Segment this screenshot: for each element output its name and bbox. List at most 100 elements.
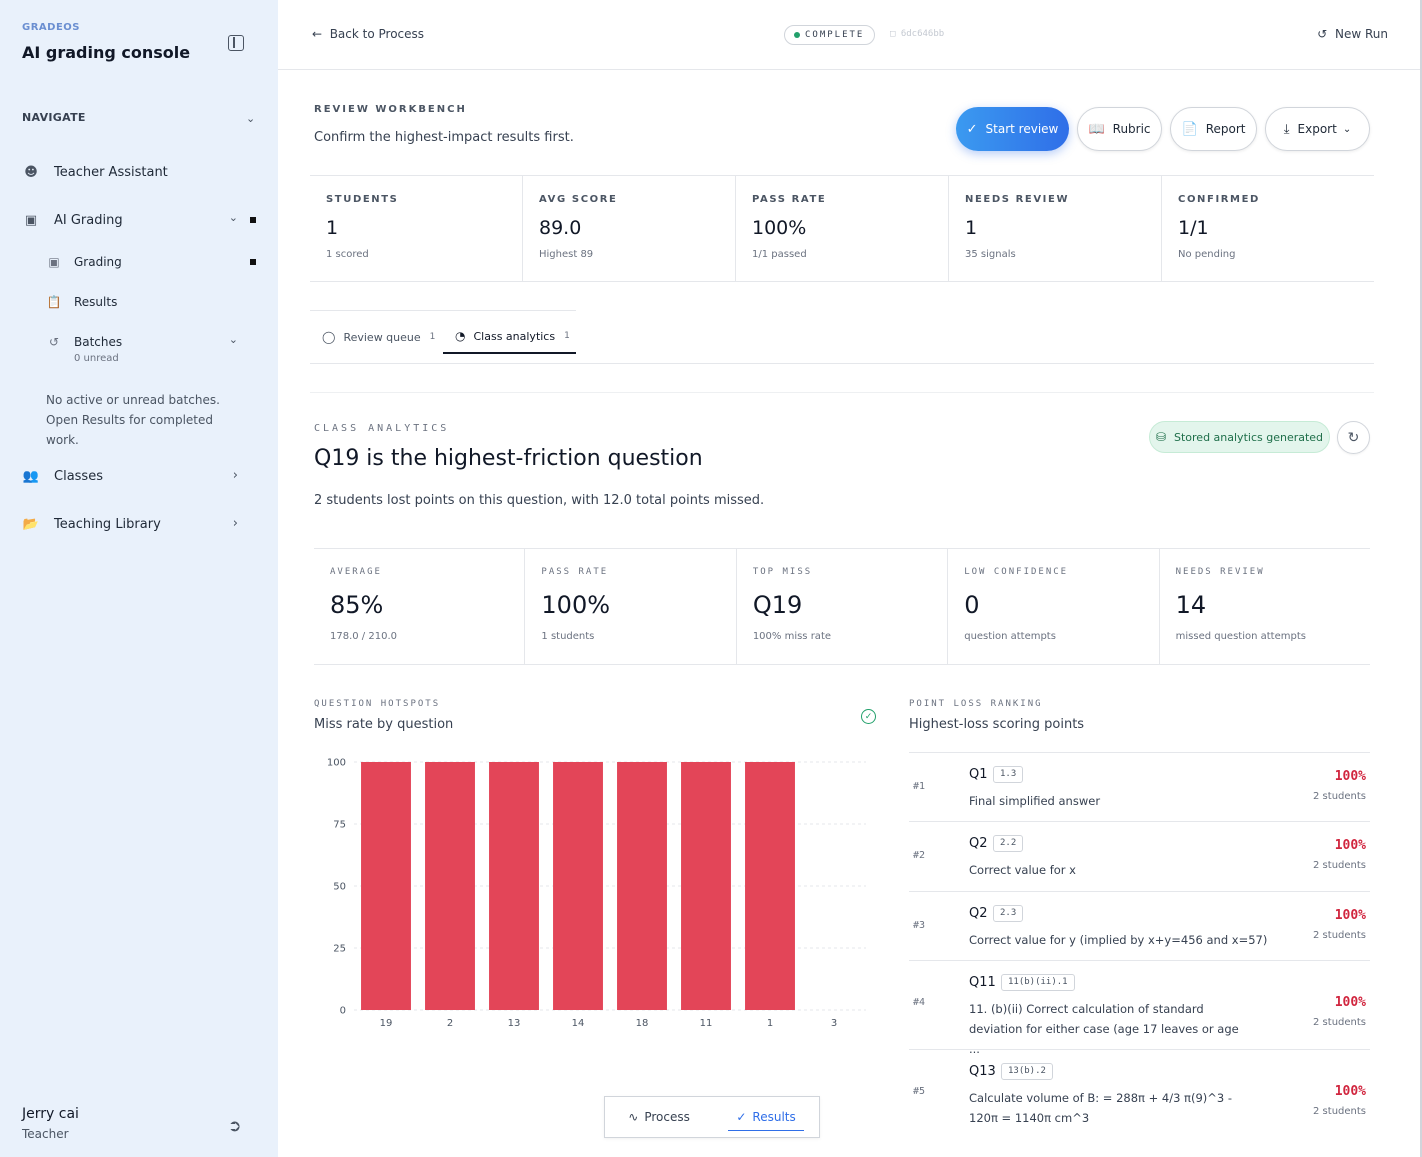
x-tick-label: 11 [700, 1018, 713, 1029]
status-badge: COMPLETE [784, 25, 876, 45]
analytics-metrics: AVERAGE 85% 178.0 / 210.0 PASS RATE 100%… [314, 548, 1370, 665]
nav-header: NAVIGATE [22, 111, 86, 124]
rubric-label: Rubric [1112, 122, 1151, 136]
bar[interactable] [361, 762, 411, 1010]
rubric-button[interactable]: 📖 Rubric [1077, 107, 1162, 151]
bar[interactable] [681, 762, 731, 1010]
user-name: Jerry cai [22, 1106, 79, 1122]
sidebar-item-teaching-library[interactable]: 📂 Teaching Library › [22, 512, 256, 536]
new-run-button[interactable]: ↺ New Run [1317, 27, 1388, 41]
bar[interactable] [553, 762, 603, 1010]
users-icon: 👥 [22, 468, 40, 484]
ranking-row[interactable]: #5 Q13 13(b).2 Calculate volume of B: = … [909, 1049, 1370, 1138]
tabs-border [310, 363, 1374, 364]
rank-number: #5 [913, 1086, 926, 1097]
ranking-row[interactable]: #3 Q2 2.3 Correct value for y (implied b… [909, 891, 1370, 960]
user-role: Teacher [22, 1127, 69, 1141]
tabs-top-border [310, 310, 576, 311]
results-view-button[interactable]: ✓ Results [728, 1104, 804, 1131]
scoring-point-code: 2.2 [993, 835, 1024, 852]
process-view-button[interactable]: ∿ Process [620, 1104, 698, 1130]
ranking-row[interactable]: #4 Q11 11(b)(ii).1 11. (b)(ii) Correct c… [909, 960, 1370, 1056]
metric-sub: 178.0 / 210.0 [330, 631, 397, 642]
file-text-icon: 📄 [1181, 121, 1198, 137]
sidebar-item-label: Classes [54, 468, 103, 484]
back-to-process-link[interactable]: ← Back to Process [312, 27, 424, 41]
stat-sub: 1/1 passed [752, 249, 807, 260]
stat-confirmed: CONFIRMED 1/1 No pending [1162, 176, 1374, 281]
scoring-point-desc: Calculate volume of B: = 288π + 4/3 π(9)… [969, 1091, 1233, 1125]
bar[interactable] [489, 762, 539, 1010]
rank-number: #3 [913, 920, 926, 931]
scan-icon: ▣ [24, 212, 38, 228]
metric-value: Q19 [752, 591, 803, 619]
new-run-label: New Run [1335, 27, 1388, 41]
stat-label: NEEDS REVIEW [965, 194, 1070, 205]
metric-sub: 100% miss rate [752, 631, 832, 642]
chevron-down-icon[interactable]: ⌄ [246, 112, 256, 125]
bar[interactable] [425, 762, 475, 1010]
stored-analytics-badge: ⛁ Stored analytics generated [1149, 421, 1330, 453]
activity-icon: ∿ [628, 1110, 639, 1124]
stat-sub: 35 signals [965, 249, 1016, 260]
metric-value: 0 [964, 591, 980, 619]
sidebar-item-ai-grading[interactable]: ▣ AI Grading ⌄ [22, 208, 256, 232]
metric-top-miss: TOP MISS Q19 100% miss rate [737, 549, 949, 664]
miss-percent: 100% [1334, 838, 1366, 853]
database-icon: ⛁ [1155, 430, 1166, 444]
sidebar-item-grading[interactable]: ▣ Grading [46, 250, 256, 274]
rank-number: #4 [913, 997, 926, 1008]
sidebar-item-results[interactable]: 📋 Results [46, 290, 256, 314]
logout-icon[interactable]: ➲ [228, 1116, 242, 1135]
brand-eyebrow: GRADEOS [22, 22, 80, 33]
refresh-analytics-button[interactable]: ↻ [1337, 421, 1370, 454]
chevron-right-icon[interactable]: › [232, 516, 238, 531]
question-id: Q2 [969, 836, 988, 851]
tab-class-analytics[interactable]: ◔ Class analytics 1 [443, 320, 576, 354]
shield-icon: ◯ [322, 330, 336, 344]
bot-icon: ☻ [24, 164, 38, 180]
chevron-down-icon[interactable]: ⌄ [228, 333, 238, 346]
metric-sub: 1 students [541, 631, 595, 642]
sidebar-item-batches[interactable]: ↺ Batches ⌄ [46, 330, 256, 354]
sidebar-item-classes[interactable]: 👥 Classes › [22, 464, 256, 488]
scoring-point-desc: 11. (b)(ii) Correct calculation of stand… [969, 1002, 1239, 1056]
collapse-sidebar-icon[interactable] [228, 35, 244, 51]
refresh-icon: ↻ [1347, 429, 1360, 446]
history-icon: ↺ [48, 335, 60, 349]
start-review-label: Start review [985, 122, 1059, 136]
tab-review-queue[interactable]: ◯ Review queue 1 [322, 320, 435, 354]
start-review-button[interactable]: ✓ Start review [956, 107, 1069, 151]
metric-label: TOP MISS [752, 567, 813, 577]
metric-value: 85% [330, 591, 384, 619]
scoring-point-desc: Correct value for y (implied by x+y=456 … [969, 933, 1268, 947]
stat-sub: Highest 89 [539, 249, 594, 260]
active-indicator [250, 217, 256, 223]
chevron-down-icon[interactable]: ⌄ [228, 211, 238, 224]
chevron-right-icon[interactable]: › [232, 468, 238, 483]
sidebar-item-teacher-assistant[interactable]: ☻ Teacher Assistant [22, 160, 256, 184]
metric-label: PASS RATE [541, 567, 609, 577]
stat-label: AVG SCORE [539, 194, 618, 205]
report-button[interactable]: 📄 Report [1170, 107, 1257, 151]
ranking-row[interactable]: #2 Q2 2.2 Correct value for x 100% 2 stu… [909, 821, 1370, 891]
miss-percent: 100% [1334, 769, 1366, 784]
y-tick-label: 100 [327, 758, 346, 769]
ranking-row[interactable]: #1 Q1 1.3 Final simplified answer 100% 2… [909, 752, 1370, 821]
x-tick-label: 3 [831, 1018, 837, 1029]
bar[interactable] [745, 762, 795, 1010]
view-switcher: ∿ Process ✓ Results [604, 1096, 820, 1138]
rank-number: #2 [913, 850, 926, 861]
scoring-point-code: 2.3 [993, 905, 1024, 922]
x-tick-label: 1 [767, 1018, 773, 1029]
metric-label: AVERAGE [330, 567, 382, 577]
export-button[interactable]: ⤓ Export ⌄ [1265, 107, 1370, 151]
sidebar: GRADEOS AI grading console NAVIGATE ⌄ ☻ … [0, 0, 278, 1157]
folder-open-icon: 📂 [22, 516, 40, 532]
bar[interactable] [617, 762, 667, 1010]
metric-low-confidence: LOW CONFIDENCE 0 question attempts [948, 549, 1160, 664]
rank-number: #1 [913, 781, 926, 792]
y-tick-label: 0 [340, 1006, 346, 1017]
stat-sub: 1 scored [326, 249, 369, 260]
